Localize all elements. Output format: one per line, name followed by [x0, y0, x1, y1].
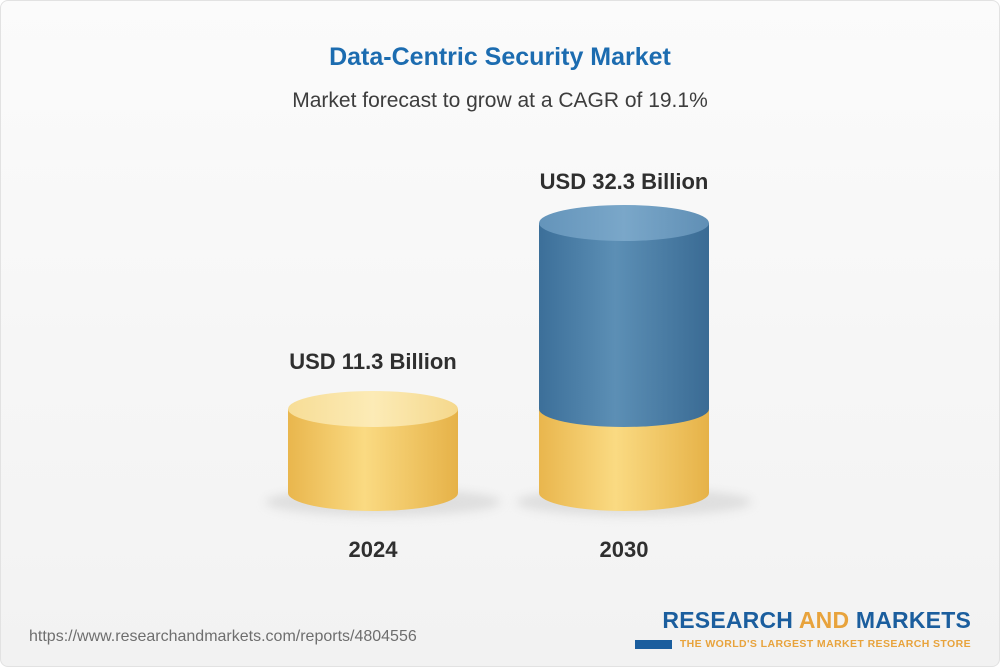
bar-2024-cylinder	[288, 391, 458, 511]
chart-subtitle: Market forecast to grow at a CAGR of 19.…	[292, 89, 708, 112]
category-label-2024: 2024	[348, 537, 398, 562]
brand-tagline: THE WORLD'S LARGEST MARKET RESEARCH STOR…	[635, 638, 971, 650]
brand-word-markets: MARKETS	[855, 607, 971, 633]
tagline-bar	[635, 639, 672, 649]
brand-word-research: RESEARCH	[662, 607, 794, 633]
chart-title: Data-Centric Security Market	[329, 43, 671, 71]
category-label-2030: 2030	[599, 537, 649, 562]
report-url: https://www.researchandmarkets.com/repor…	[29, 628, 417, 645]
brand-name: RESEARCH AND MARKETS	[635, 607, 971, 634]
brand-word-and: AND	[798, 607, 850, 633]
bar-2030-cylinder	[539, 205, 709, 511]
research-and-markets-logo: RESEARCH AND MARKETS THE WORLD'S LARGEST…	[635, 607, 971, 650]
value-label-2024: USD 11.3 Billion	[289, 349, 457, 374]
value-label-2030: USD 32.3 Billion	[539, 169, 709, 194]
tagline-text: THE WORLD'S LARGEST MARKET RESEARCH STOR…	[679, 638, 971, 650]
